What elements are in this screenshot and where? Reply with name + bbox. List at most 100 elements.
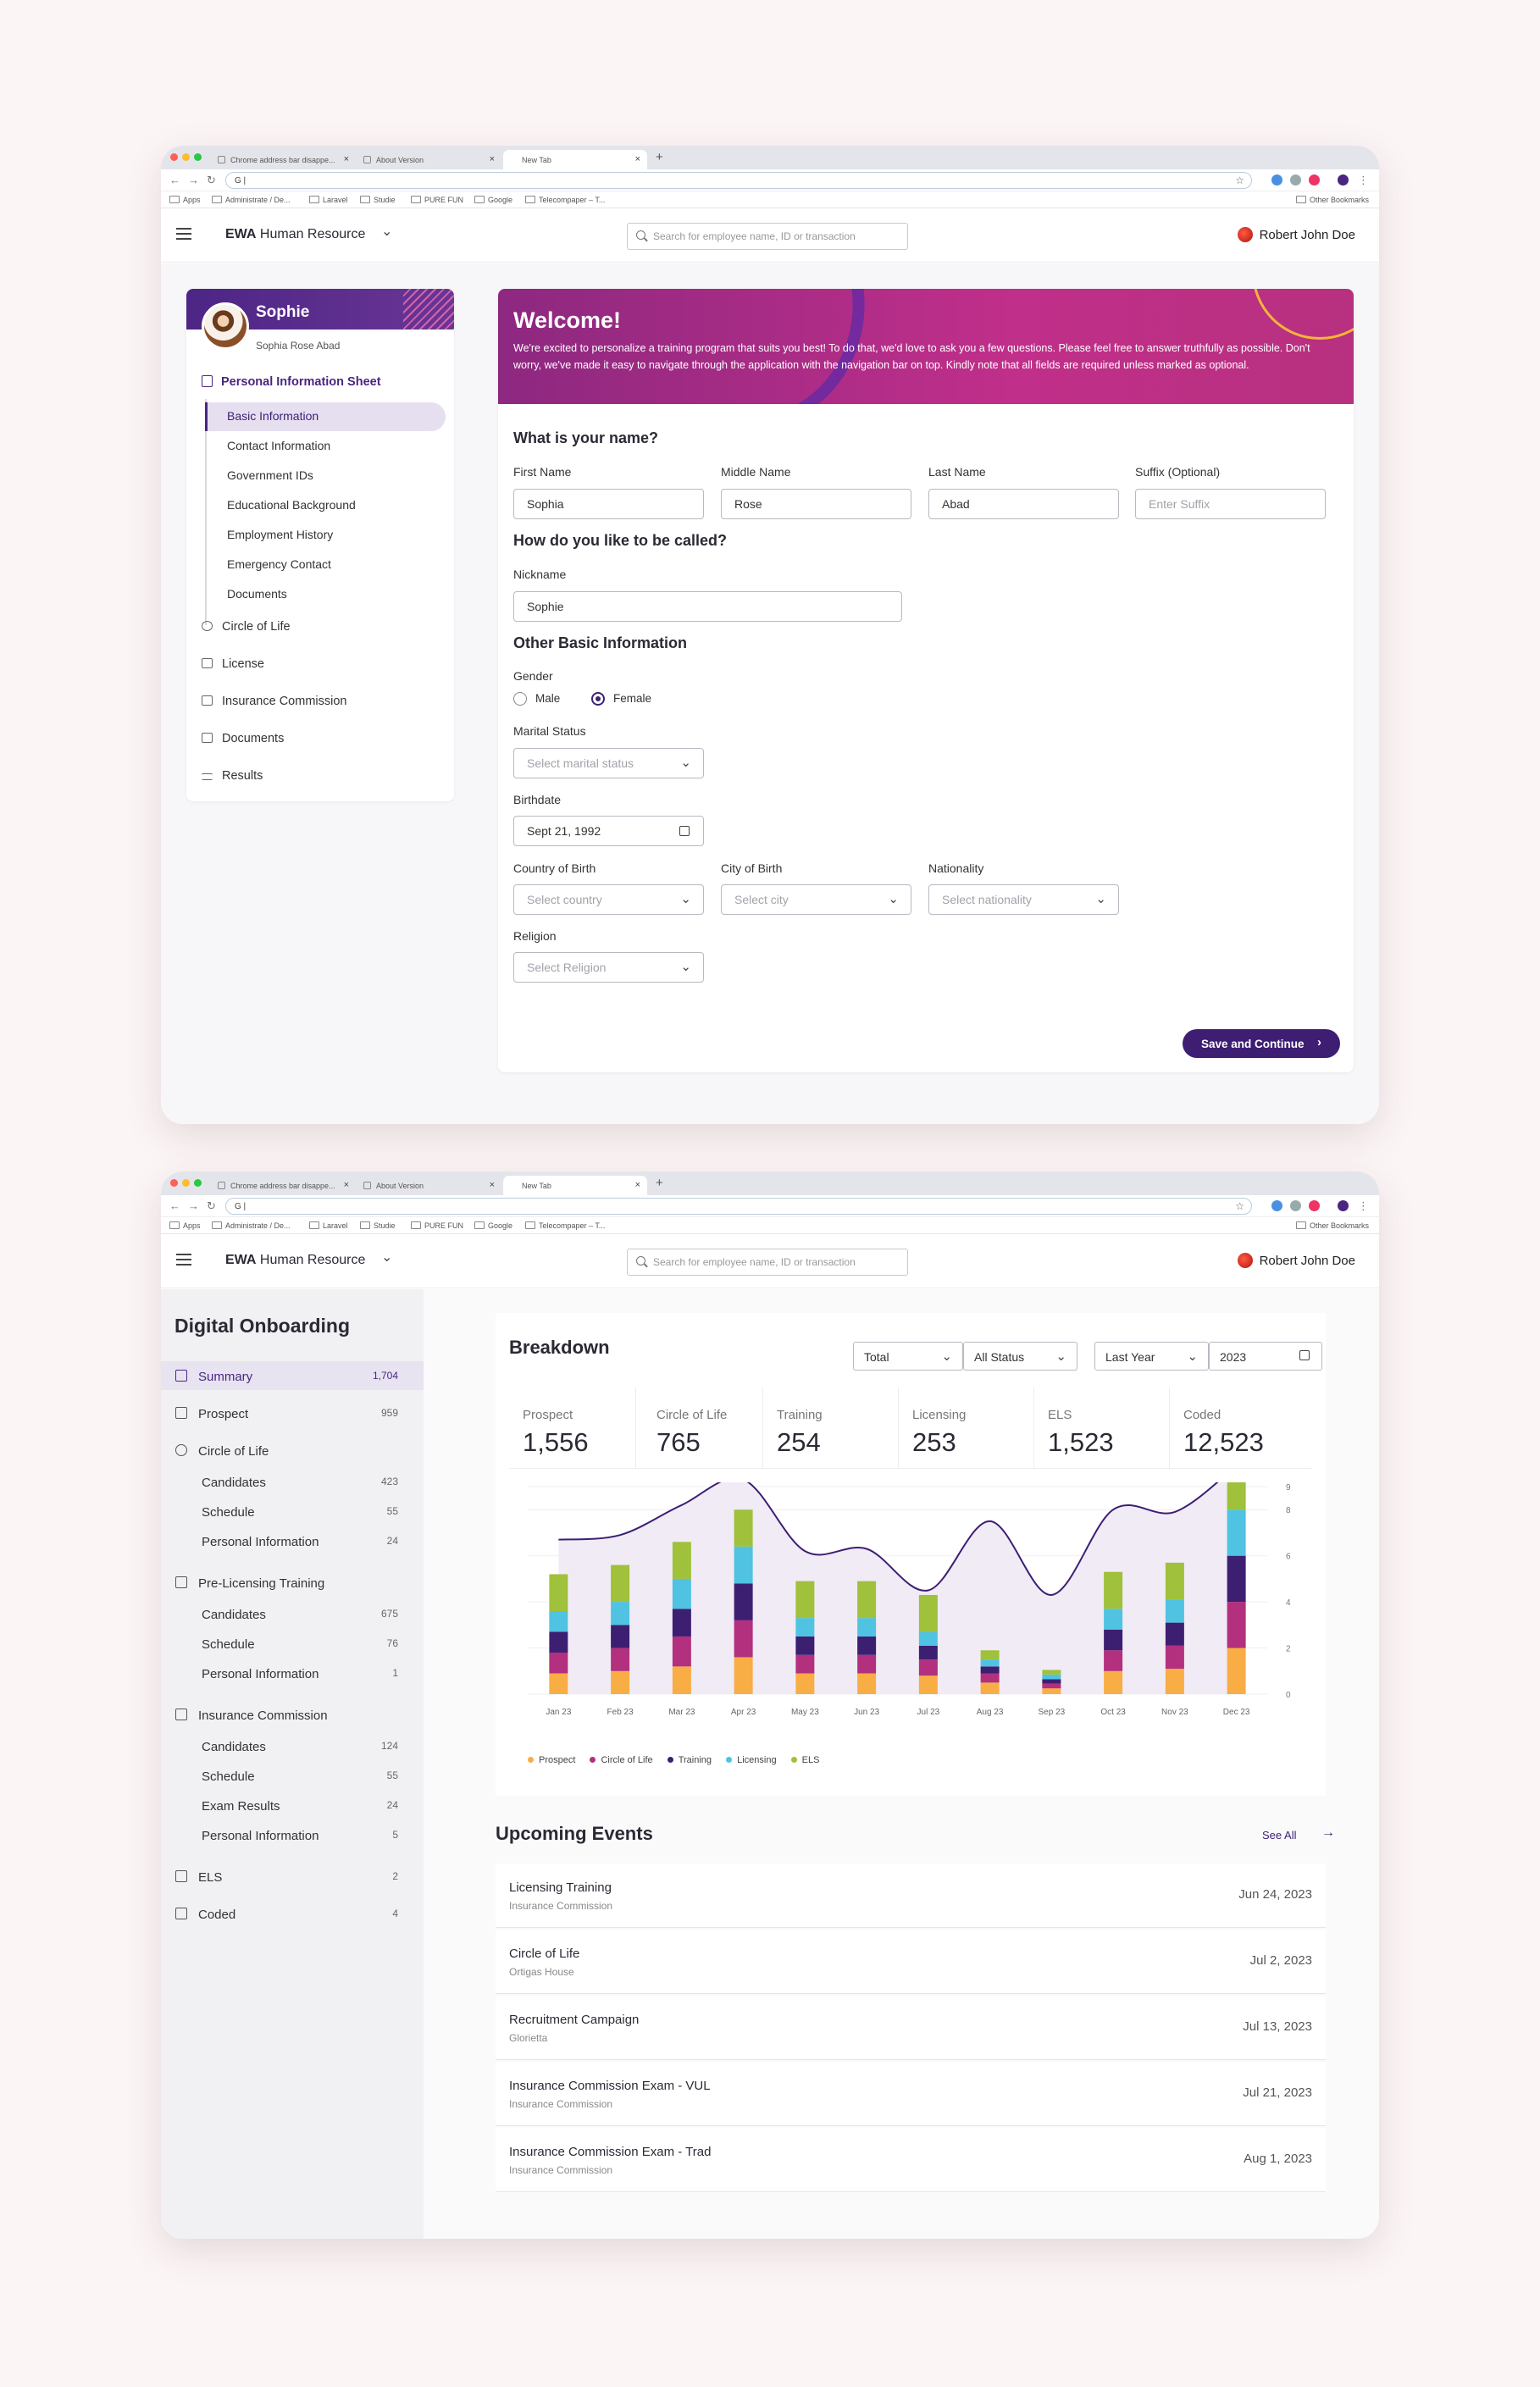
bookmark-item[interactable]: Google bbox=[474, 196, 512, 204]
sidebar-item-schedule[interactable]: Schedule 55 bbox=[161, 1497, 424, 1526]
close-tab-icon[interactable]: × bbox=[634, 1180, 640, 1190]
user-menu[interactable]: Robert John Doe bbox=[1237, 1253, 1355, 1268]
first-name-field[interactable]: Sophia bbox=[513, 489, 704, 519]
bookmark-item[interactable]: Administrate / De... bbox=[212, 1221, 291, 1230]
event-row[interactable]: Insurance Commission Exam - VUL Insurance… bbox=[496, 2062, 1326, 2126]
bookmark-item[interactable]: Administrate / De... bbox=[212, 196, 291, 204]
sidebar-item-insurance-commission[interactable]: Insurance Commission bbox=[161, 1700, 424, 1729]
bookmark-item[interactable]: PURE FUN bbox=[411, 1221, 463, 1230]
close-window-icon[interactable] bbox=[170, 1179, 178, 1187]
period-filter-select[interactable]: Last Year ⌄ bbox=[1094, 1342, 1209, 1371]
minimize-window-icon[interactable] bbox=[182, 153, 190, 161]
bookmark-item[interactable]: Other Bookmarks bbox=[1296, 1221, 1369, 1230]
bookmark-star-icon[interactable]: ☆ bbox=[1235, 1200, 1244, 1212]
hamburger-menu-icon[interactable] bbox=[176, 228, 191, 240]
chevron-down-icon[interactable]: ⌄ bbox=[381, 224, 393, 239]
close-tab-icon[interactable]: × bbox=[343, 154, 349, 164]
country-select[interactable]: Select country ⌄ bbox=[513, 884, 704, 915]
maximize-window-icon[interactable] bbox=[194, 153, 202, 161]
bookmark-item[interactable]: Telecompaper – T... bbox=[525, 196, 605, 204]
event-row[interactable]: Circle of Life Ortigas House Jul 2, 2023 bbox=[496, 1930, 1326, 1994]
close-tab-icon[interactable]: × bbox=[489, 1180, 495, 1190]
bookmark-item[interactable]: Apps bbox=[169, 1221, 201, 1230]
extension-icon[interactable] bbox=[1309, 174, 1320, 186]
user-menu[interactable]: Robert John Doe bbox=[1237, 227, 1355, 242]
city-select[interactable]: Select city ⌄ bbox=[721, 884, 911, 915]
browser-tab-active[interactable]: New Tab × bbox=[503, 150, 647, 169]
sidebar-item-schedule[interactable]: Schedule 55 bbox=[161, 1761, 424, 1790]
forward-icon[interactable]: → bbox=[188, 174, 199, 186]
bookmark-item[interactable]: Studie bbox=[360, 196, 396, 204]
browser-tab[interactable]: About Version × bbox=[357, 150, 501, 169]
bookmark-item[interactable]: Telecompaper – T... bbox=[525, 1221, 605, 1230]
minimize-window-icon[interactable] bbox=[182, 1179, 190, 1187]
reload-icon[interactable]: ↻ bbox=[207, 1199, 216, 1212]
reload-icon[interactable]: ↻ bbox=[207, 174, 216, 186]
omnibox-input[interactable]: G | ☆ bbox=[225, 172, 1252, 189]
bookmark-item[interactable]: Laravel bbox=[309, 196, 348, 204]
bookmark-item[interactable]: Other Bookmarks bbox=[1296, 196, 1369, 204]
sidebar-item-circle-of-life[interactable]: Circle of Life bbox=[202, 620, 291, 634]
religion-select[interactable]: Select Religion ⌄ bbox=[513, 952, 704, 983]
browser-tab-active[interactable]: New Tab × bbox=[503, 1176, 647, 1195]
arrow-right-icon[interactable]: → bbox=[1321, 1825, 1335, 1840]
nickname-field[interactable]: Sophie bbox=[513, 591, 902, 622]
search-input[interactable]: Search for employee name, ID or transact… bbox=[627, 1249, 908, 1276]
sidebar-item-personal-information[interactable]: Personal Information 1 bbox=[161, 1659, 424, 1687]
marital-status-select[interactable]: Select marital status ⌄ bbox=[513, 748, 704, 778]
app-brand[interactable]: EWA Human Resource bbox=[225, 227, 365, 242]
bookmark-item[interactable]: Apps bbox=[169, 196, 201, 204]
back-icon[interactable]: ← bbox=[169, 1199, 180, 1212]
sidebar-item-candidates[interactable]: Candidates 675 bbox=[161, 1599, 424, 1628]
sidebar-item-coded[interactable]: Coded 4 bbox=[161, 1899, 424, 1928]
suffix-field[interactable]: Enter Suffix bbox=[1135, 489, 1326, 519]
omnibox-input[interactable]: G | ☆ bbox=[225, 1198, 1252, 1215]
extension-icon[interactable] bbox=[1271, 1200, 1282, 1211]
more-menu-icon[interactable]: ⋮ bbox=[1358, 174, 1369, 186]
sidebar-item-schedule[interactable]: Schedule 76 bbox=[161, 1629, 424, 1658]
middle-name-field[interactable]: Rose bbox=[721, 489, 911, 519]
sidebar-item-prospect[interactable]: Prospect 959 bbox=[161, 1398, 424, 1427]
close-tab-icon[interactable]: × bbox=[634, 154, 640, 164]
event-row[interactable]: Recruitment Campaign Glorietta Jul 13, 202… bbox=[496, 1996, 1326, 2060]
browser-tab[interactable]: Chrome address bar disappe... × bbox=[212, 1176, 356, 1195]
sidebar-item-documents-main[interactable]: Documents bbox=[202, 732, 284, 745]
bookmark-item[interactable]: Studie bbox=[360, 1221, 396, 1230]
gender-male-radio[interactable]: Male bbox=[513, 692, 560, 706]
sidebar-item-candidates[interactable]: Candidates 423 bbox=[161, 1467, 424, 1496]
bookmark-item[interactable]: Laravel bbox=[309, 1221, 348, 1230]
sidebar-item-personal-information[interactable]: Personal Information 5 bbox=[161, 1820, 424, 1849]
event-row[interactable]: Insurance Commission Exam - Trad Insuranc… bbox=[496, 2128, 1326, 2192]
sidebar-item-contact-information[interactable]: Contact Information bbox=[227, 439, 331, 452]
more-menu-icon[interactable]: ⋮ bbox=[1358, 1199, 1369, 1212]
app-brand[interactable]: EWA Human Resource bbox=[225, 1253, 365, 1268]
chevron-down-icon[interactable]: ⌄ bbox=[381, 1250, 393, 1265]
extension-icon[interactable] bbox=[1309, 1200, 1320, 1211]
year-picker[interactable]: 2023 bbox=[1209, 1342, 1322, 1371]
back-icon[interactable]: ← bbox=[169, 174, 180, 186]
new-tab-icon[interactable]: + bbox=[656, 1176, 663, 1190]
search-input[interactable]: Search for employee name, ID or transact… bbox=[627, 223, 908, 250]
new-tab-icon[interactable]: + bbox=[656, 150, 663, 164]
nationality-select[interactable]: Select nationality ⌄ bbox=[928, 884, 1119, 915]
sidebar-item-insurance-commission[interactable]: Insurance Commission bbox=[202, 695, 346, 708]
browser-tab[interactable]: Chrome address bar disappe... × bbox=[212, 150, 356, 169]
event-row[interactable]: Licensing Training Insurance Commission Ju… bbox=[496, 1864, 1326, 1928]
close-tab-icon[interactable]: × bbox=[489, 154, 495, 164]
maximize-window-icon[interactable] bbox=[194, 1179, 202, 1187]
close-tab-icon[interactable]: × bbox=[343, 1180, 349, 1190]
profile-avatar-icon[interactable] bbox=[1338, 1200, 1349, 1211]
sidebar-item-basic-information[interactable]: Basic Information bbox=[227, 409, 319, 423]
forward-icon[interactable]: → bbox=[188, 1199, 199, 1212]
save-and-continue-button[interactable]: Save and Continue › bbox=[1183, 1029, 1340, 1058]
sidebar-item-candidates[interactable]: Candidates 124 bbox=[161, 1731, 424, 1760]
see-all-link[interactable]: See All bbox=[1262, 1829, 1297, 1841]
sidebar-item-personal-information[interactable]: Personal Information 24 bbox=[161, 1526, 424, 1555]
sidebar-item-pre-licensing-training[interactable]: Pre-Licensing Training bbox=[161, 1568, 424, 1597]
sidebar-item-els[interactable]: ELS 2 bbox=[161, 1862, 424, 1891]
profile-avatar-icon[interactable] bbox=[1338, 174, 1349, 186]
close-window-icon[interactable] bbox=[170, 153, 178, 161]
sidebar-group-personal-info[interactable]: Personal Information Sheet bbox=[202, 375, 381, 389]
total-filter-select[interactable]: Total ⌄ bbox=[853, 1342, 963, 1371]
sidebar-item-results[interactable]: Results bbox=[202, 769, 263, 783]
